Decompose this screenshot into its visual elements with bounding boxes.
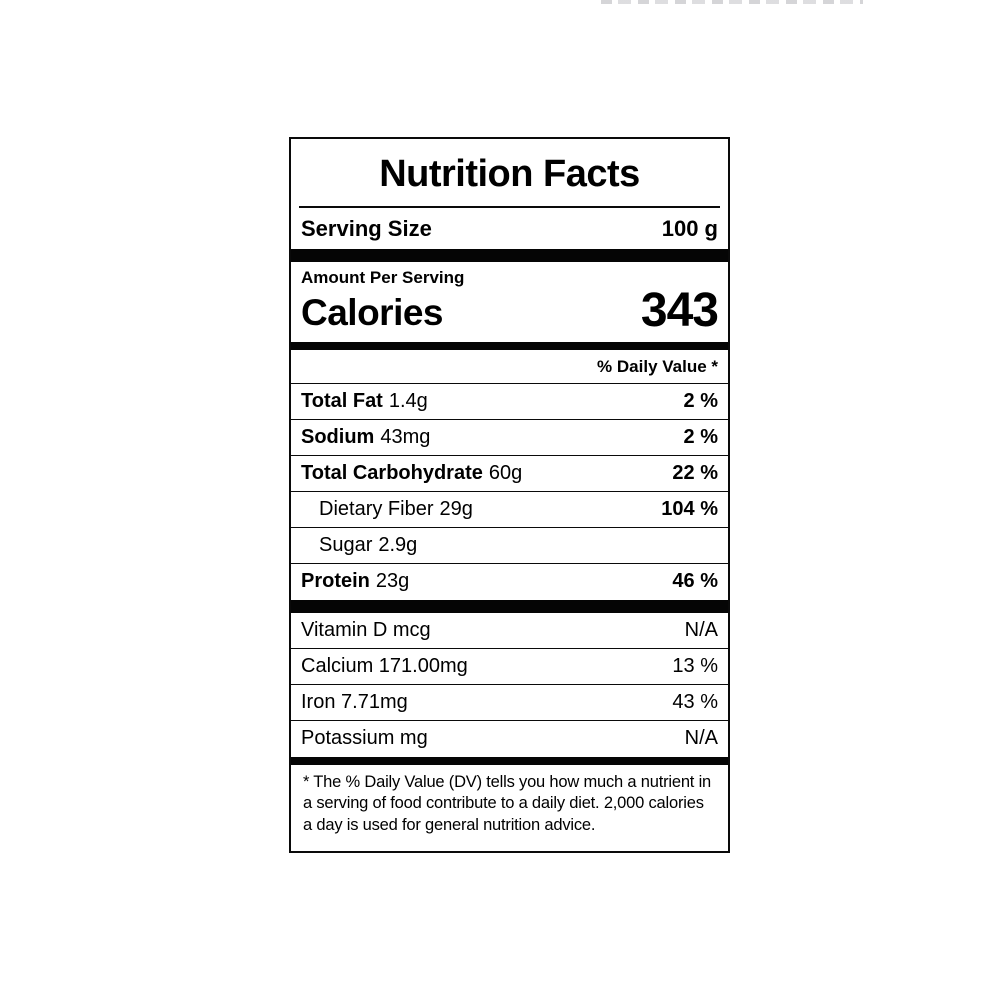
- nutrient-name: Sodium 43mg: [301, 425, 431, 448]
- vitamin-row-iron: Iron 7.71mg 43 %: [291, 685, 728, 721]
- vitamin-row-vitamin-d: Vitamin D mcg N/A: [291, 613, 728, 649]
- daily-value-header: % Daily Value *: [291, 350, 728, 384]
- vitamin-row-potassium: Potassium mg N/A: [291, 721, 728, 757]
- nutrient-row-protein: Protein 23g 46 %: [291, 564, 728, 600]
- calories-row: Calories 343: [291, 284, 728, 342]
- nutrient-row-sugar: Sugar 2.9g: [291, 528, 728, 564]
- vitamin-name: Iron 7.71mg: [301, 690, 408, 713]
- nutrient-dv: 104 %: [661, 497, 718, 520]
- vitamin-dv: N/A: [684, 727, 718, 750]
- amount-per-serving-label: Amount Per Serving: [301, 268, 465, 287]
- nutrient-name: Dietary Fiber 29g: [319, 497, 473, 520]
- nutrition-facts-label: Nutrition Facts Serving Size 100 g Amoun…: [289, 137, 730, 853]
- thick-divider-bar: [291, 599, 728, 613]
- calories-label: Calories: [301, 291, 444, 333]
- nutrient-row-total-carbohydrate: Total Carbohydrate 60g 22 %: [291, 456, 728, 492]
- vitamin-name: Calcium 171.00mg: [301, 654, 468, 677]
- nutrient-dv: 2 %: [683, 389, 718, 412]
- nutrient-dv: 2 %: [683, 425, 718, 448]
- vitamin-dv: N/A: [684, 618, 718, 641]
- vitamin-dv: 13 %: [672, 654, 718, 677]
- serving-size-row: Serving Size 100 g: [291, 208, 728, 249]
- medium-divider-bar: [291, 756, 728, 765]
- vitamin-name: Potassium mg: [301, 727, 428, 750]
- vitamin-dv: 43 %: [672, 690, 718, 713]
- nutrient-name: Total Carbohydrate 60g: [301, 461, 523, 484]
- nutrient-row-dietary-fiber: Dietary Fiber 29g 104 %: [291, 492, 728, 528]
- serving-size-value: 100 g: [661, 215, 718, 241]
- nutrient-row-total-fat: Total Fat 1.4g 2 %: [291, 384, 728, 420]
- vitamin-row-calcium: Calcium 171.00mg 13 %: [291, 649, 728, 685]
- nutrient-name: Sugar 2.9g: [319, 533, 418, 556]
- daily-value-footnote: * The % Daily Value (DV) tells you how m…: [303, 772, 712, 835]
- nutrient-dv: 46 %: [672, 570, 718, 593]
- thick-divider-bar: [291, 249, 728, 262]
- nutrient-row-sodium: Sodium 43mg 2 %: [291, 420, 728, 456]
- nutrient-name: Protein 23g: [301, 570, 410, 593]
- calories-value: 343: [640, 284, 719, 337]
- nutrient-name: Total Fat 1.4g: [301, 389, 428, 412]
- label-title: Nutrition Facts: [379, 153, 640, 195]
- serving-size-label: Serving Size: [301, 215, 432, 241]
- title-divider: [299, 206, 720, 208]
- vitamin-name: Vitamin D mcg: [301, 618, 431, 641]
- medium-divider-bar: [291, 341, 728, 350]
- nutrient-dv: 22 %: [672, 461, 718, 484]
- cropped-text-artifact: [601, 0, 863, 4]
